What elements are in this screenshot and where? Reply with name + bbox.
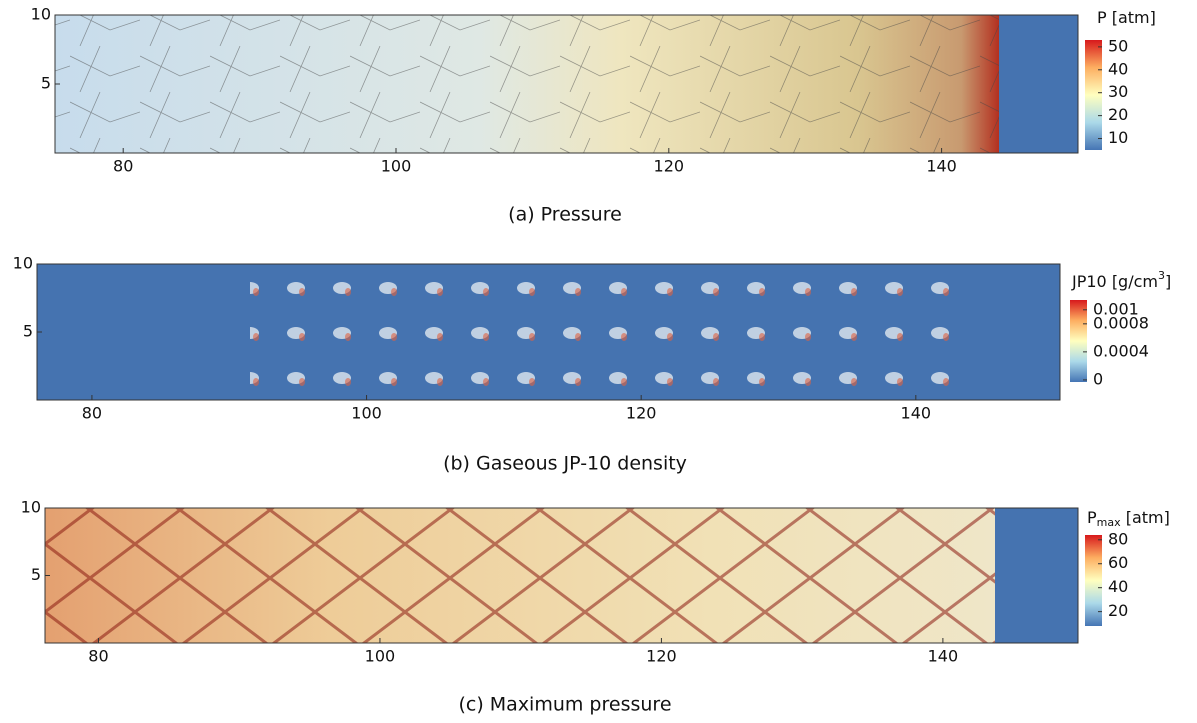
colorbar-tick-label: 10: [1108, 128, 1128, 147]
colorbar-title-part: max: [1097, 516, 1121, 529]
x-tick-label: 120: [626, 404, 657, 423]
y-tick-label: 5: [41, 74, 51, 93]
caption: (c) Maximum pressure: [458, 694, 671, 716]
colorbar-tick-label: 40: [1108, 59, 1128, 78]
colorbar-tick-label: 30: [1108, 82, 1128, 101]
colorbar-title: JP10 [g/cm3]: [1071, 269, 1171, 291]
colorbar-title: P [atm]: [1097, 8, 1156, 27]
y-tick-label: 10: [21, 498, 41, 517]
colorbar-title: Pmax [atm]: [1087, 508, 1170, 530]
x-tick-label: 120: [646, 647, 677, 666]
colorbar-tick-label: 80: [1108, 529, 1128, 548]
x-tick-label: 100: [351, 404, 382, 423]
colorbar-title-part: 3: [1158, 269, 1165, 282]
colorbar: [1085, 40, 1102, 150]
x-tick-label: 80: [82, 404, 102, 423]
x-tick-label: 100: [381, 157, 412, 176]
y-tick-label: 5: [23, 322, 33, 341]
colorbar-tick-label: 0: [1093, 369, 1103, 388]
y-tick-label: 5: [31, 565, 41, 584]
colorbar: [1085, 535, 1102, 626]
x-tick-label: 140: [928, 647, 959, 666]
colorbar-title-part: [atm]: [1121, 508, 1170, 527]
colorbar-tick-label: 60: [1108, 553, 1128, 572]
x-tick-label: 120: [654, 157, 685, 176]
x-tick-label: 100: [365, 647, 396, 666]
colorbar-tick-label: 0.001: [1093, 299, 1139, 318]
colorbar-tick-label: 50: [1108, 36, 1128, 55]
y-tick-label: 10: [13, 254, 33, 273]
unburnt-region: [999, 15, 1078, 153]
pressure-texture: [55, 15, 999, 153]
figure: 80100120140510(a) Pressure1020304050P [a…: [0, 0, 1197, 723]
x-tick-label: 80: [113, 157, 133, 176]
colorbar-title-part: JP10 [g/cm: [1071, 272, 1158, 291]
caption: (a) Pressure: [508, 204, 622, 226]
density-texture: [250, 264, 975, 400]
x-tick-label: 140: [901, 404, 932, 423]
colorbar-tick-label: 0.0004: [1093, 341, 1149, 360]
field-images: [37, 15, 1078, 643]
x-tick-label: 140: [926, 157, 957, 176]
unburnt-region: [995, 508, 1078, 643]
colorbar: [1070, 300, 1087, 382]
colorbar-title-part: P: [1087, 508, 1097, 527]
colorbar-tick-label: 20: [1108, 105, 1128, 124]
colorbar-title-part: ]: [1165, 272, 1171, 291]
x-tick-label: 80: [88, 647, 108, 666]
caption: (b) Gaseous JP-10 density: [443, 453, 687, 475]
colorbar-title-part: P [atm]: [1097, 8, 1156, 27]
colorbar-tick-label: 40: [1108, 577, 1128, 596]
colorbar-tick-label: 20: [1108, 601, 1128, 620]
y-tick-label: 10: [31, 5, 51, 24]
cell-pattern: [45, 508, 995, 643]
